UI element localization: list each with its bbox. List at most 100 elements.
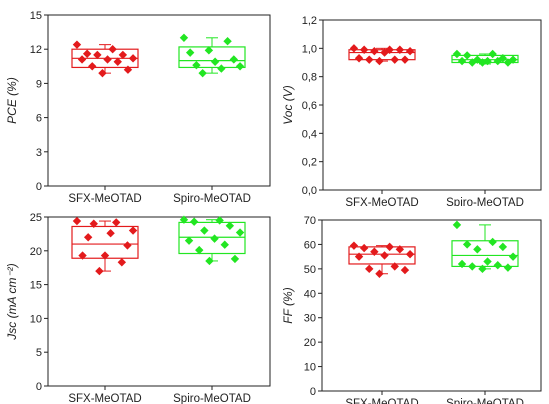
data-point (370, 46, 379, 56)
data-point (82, 49, 92, 58)
data-point (210, 234, 219, 243)
data-point (473, 245, 482, 254)
data-point (370, 247, 379, 256)
voc-series-spiro (451, 49, 519, 67)
data-point (457, 56, 467, 66)
ff-ytick-label: 0 (310, 386, 316, 398)
data-point (365, 55, 374, 64)
box-iqr (178, 46, 246, 69)
jsc-y-axis-label: Jsc (mA cm⁻²) (5, 263, 19, 341)
data-point (78, 251, 87, 260)
ff-ytick-label: 40 (304, 288, 316, 300)
data-point (385, 242, 394, 252)
data-point (200, 226, 209, 235)
data-point (488, 237, 497, 247)
pce-ytick-label: 6 (36, 113, 42, 125)
pce-ytick-label: 9 (36, 78, 42, 90)
data-point (106, 229, 115, 238)
data-point (220, 240, 229, 249)
data-point (72, 216, 82, 226)
ff-category-label: Spiro-MeOTAD (446, 398, 524, 404)
data-point (93, 50, 102, 60)
pce-panel: 0 3 6 9 12 15 SFX-MeOTAD Spiro-MeOTAD PCE (%) (5, 10, 271, 205)
data-point (77, 55, 87, 64)
voc-category-label: SFX-MeOTAD (345, 197, 418, 206)
jsc-series-spiro (178, 215, 246, 266)
data-point (118, 50, 128, 60)
data-point (503, 58, 513, 67)
data-point (380, 251, 389, 260)
ff-ytick-label: 30 (304, 313, 316, 325)
data-point (359, 45, 369, 54)
data-point (405, 46, 415, 56)
data-point (493, 260, 502, 270)
voc-panel: 0,0 0,2 0,4 0,6 0,8 1,0 1,2 SFX-MeOTAD Spiro-MeO… (281, 15, 542, 206)
data-point (405, 250, 415, 259)
voc-ytick-label: 0,0 (302, 185, 317, 197)
pce-series-sfx (71, 40, 139, 78)
data-point (179, 33, 189, 42)
data-point (95, 266, 104, 276)
voc-ytick-label: 1,2 (302, 15, 317, 27)
pce-y-axis-label: PCE (%) (5, 77, 19, 124)
pce-ytick-label: 12 (30, 44, 42, 56)
data-point (108, 45, 117, 54)
data-point (117, 258, 127, 267)
ff-ytick-label: 10 (304, 362, 316, 374)
data-point (349, 241, 359, 250)
data-point (493, 56, 502, 66)
box-iqr (451, 240, 519, 268)
ff-ytick-label: 50 (304, 264, 316, 276)
data-point (400, 265, 410, 275)
data-point (103, 55, 112, 64)
data-point (478, 58, 487, 67)
data-point (468, 58, 477, 67)
box-iqr (178, 221, 246, 255)
data-point (225, 221, 235, 230)
data-point (508, 252, 518, 261)
data-point (72, 40, 82, 49)
voc-ytick-label: 1,0 (302, 43, 317, 55)
data-point (462, 240, 472, 249)
data-point (215, 216, 224, 225)
ff-ytick-label: 60 (304, 239, 316, 251)
voc-series-sfx (348, 44, 416, 66)
data-point (230, 254, 240, 264)
voc-category-label: Spiro-MeOTAD (446, 197, 524, 206)
data-point (503, 263, 513, 272)
data-point (184, 236, 194, 245)
data-point (483, 257, 492, 266)
pce-series-spiro (178, 33, 246, 78)
jsc-ytick-label: 15 (30, 280, 42, 292)
voc-ytick-label: 0,8 (302, 72, 317, 84)
data-point (354, 54, 364, 63)
jsc-ytick-label: 5 (36, 347, 42, 359)
voc-plot-frame (322, 19, 542, 191)
ff-plot-frame (321, 219, 542, 392)
data-point (365, 264, 374, 274)
data-point (195, 245, 204, 255)
pce-ytick-label: 0 (36, 181, 42, 193)
data-point (100, 251, 110, 260)
jsc-ytick-label: 25 (30, 212, 42, 224)
jsc-ytick-label: 0 (36, 381, 42, 393)
data-point (488, 49, 497, 59)
data-point (452, 220, 462, 230)
data-point (83, 233, 93, 242)
pce-category-label: Spiro-MeOTAD (173, 193, 251, 205)
data-point (395, 45, 405, 54)
data-point (400, 55, 410, 64)
data-point (185, 48, 195, 57)
data-point (179, 215, 189, 224)
ff-ytick-label: 20 (304, 337, 316, 349)
data-point (359, 243, 369, 253)
pce-plot-frame (47, 14, 271, 187)
ff-category-label: SFX-MeOTAD (345, 398, 418, 404)
data-point (375, 56, 384, 66)
box-iqr (348, 246, 416, 265)
data-point (235, 228, 245, 237)
data-point (189, 217, 199, 226)
data-point (223, 37, 232, 46)
data-point (113, 57, 122, 66)
data-point (380, 48, 389, 57)
